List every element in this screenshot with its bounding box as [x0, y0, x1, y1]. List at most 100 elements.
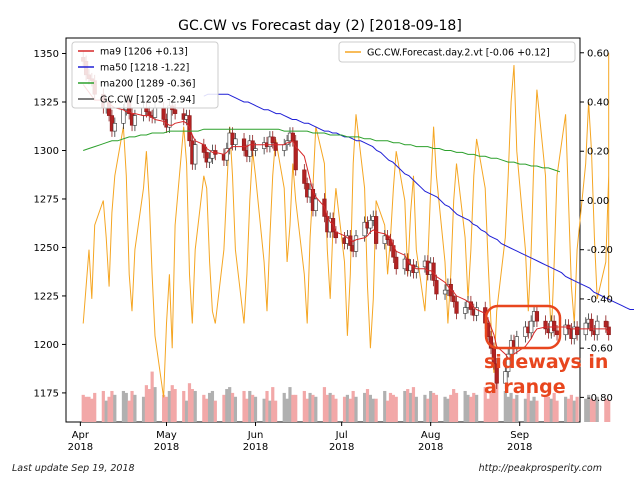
- volume-bar: [334, 398, 338, 422]
- legend-label-ma9: ma9 [1206 +0.13]: [100, 47, 188, 58]
- volume-bar: [411, 387, 416, 422]
- volume-bar: [495, 383, 499, 422]
- annotation-line-2: a range: [484, 376, 566, 398]
- candle-body: [353, 235, 359, 252]
- x-tick-label-year: 2018: [243, 442, 268, 453]
- volume-bar: [572, 400, 576, 422]
- volume-bar: [535, 400, 539, 422]
- volume-bar: [104, 400, 108, 422]
- x-tick-label-year: 2018: [507, 442, 532, 453]
- volume-bar: [589, 398, 594, 422]
- y-right-tick-label: -0.80: [587, 393, 613, 404]
- volume-bar: [93, 392, 97, 422]
- candle-body: [241, 138, 247, 151]
- volume-bar: [592, 400, 596, 422]
- candle-body: [474, 307, 479, 316]
- y-right-tick-label: 0.00: [587, 196, 609, 207]
- volume-bar: [331, 394, 335, 422]
- chart-title: GC.CW vs Forecast day (2) [2018-09-18]: [178, 18, 462, 34]
- volume-bar: [147, 389, 151, 422]
- volume-bar: [434, 394, 439, 422]
- volume-bar: [84, 396, 88, 422]
- candle-body: [506, 353, 511, 372]
- volume-bar: [584, 398, 588, 422]
- volume-bar: [314, 396, 318, 422]
- volume-bar: [325, 394, 329, 422]
- y-right-tick-label: 0.60: [587, 48, 609, 59]
- legend-right: GC.CW.Forecast.day.2.vt [-0.06 +0.12]: [338, 41, 576, 63]
- volume-bar: [532, 396, 536, 422]
- volume-bar: [248, 390, 252, 422]
- ma9-line: [82, 84, 610, 359]
- x-tick-label-month: Sep: [510, 430, 529, 441]
- y-left-tick-label: 1300: [34, 146, 59, 157]
- x-tick-label-year: 2018: [154, 442, 179, 453]
- candle-body: [204, 152, 209, 163]
- volume-bar: [388, 392, 393, 422]
- volume-bar: [213, 400, 217, 422]
- volume-bar: [294, 394, 298, 422]
- candle-body: [270, 136, 275, 144]
- ma50-line: [203, 93, 634, 310]
- volume-bar: [363, 392, 367, 422]
- candle-body: [253, 148, 258, 151]
- volume-bar: [285, 398, 289, 422]
- volume-bar: [374, 398, 378, 422]
- volume-bar: [403, 390, 407, 422]
- y-left-tick-label: 1350: [34, 49, 59, 60]
- volume-bar: [564, 396, 568, 422]
- candle-body: [368, 220, 373, 229]
- candle-body: [434, 280, 439, 295]
- volume-bar: [271, 387, 275, 422]
- candle-body: [589, 318, 594, 332]
- candle-body: [554, 330, 560, 336]
- x-tick-label-year: 2018: [418, 442, 443, 453]
- volume-bar: [354, 396, 358, 422]
- volume-bar: [463, 390, 467, 422]
- volume-bar: [282, 392, 286, 422]
- annotation: sideways in a range: [484, 304, 608, 398]
- legend-left: ma9 [1206 +0.13] ma50 [1218 -1.22] ma200…: [71, 41, 219, 109]
- candle-body: [552, 320, 557, 332]
- candle-body: [394, 256, 399, 270]
- volume-bar: [423, 394, 427, 422]
- volume-bar: [475, 394, 479, 422]
- volume-bar: [365, 389, 370, 422]
- volume-bar: [345, 394, 350, 422]
- volume-bar: [607, 400, 611, 422]
- candle-body: [503, 371, 508, 384]
- candle-body: [282, 144, 287, 151]
- volume-bar: [170, 385, 174, 422]
- volume-bar: [205, 398, 209, 422]
- candle-body: [132, 115, 138, 126]
- volume-bar: [173, 389, 177, 422]
- candle-body: [442, 289, 448, 295]
- candle-body: [603, 320, 608, 328]
- volume-bar-tall: [150, 371, 154, 422]
- volume-bar: [391, 394, 395, 422]
- volume-bar: [230, 392, 235, 422]
- candle-body: [161, 107, 166, 120]
- legend-label-ma50: ma50 [1218 -1.22]: [100, 63, 189, 74]
- volume-bar: [233, 396, 238, 422]
- x-tick-label-month: Aug: [421, 430, 441, 441]
- volume-bar: [368, 394, 372, 422]
- volume-bar: [512, 398, 516, 422]
- footer-left: Last update Sep 19, 2018: [12, 463, 135, 474]
- moving-average-series: [82, 84, 634, 359]
- volume-bar: [604, 398, 608, 422]
- candle-body: [595, 320, 600, 336]
- volume-bar: [543, 394, 548, 422]
- candle-body: [534, 311, 540, 322]
- y-right-tick-label: -0.40: [587, 294, 613, 305]
- volume-bar: [523, 398, 528, 422]
- volume-bar: [242, 390, 246, 422]
- volume-bar: [503, 390, 507, 422]
- volume-bar: [182, 390, 186, 422]
- candle-body: [494, 363, 499, 384]
- volume-bar: [492, 389, 496, 422]
- candle-body: [147, 111, 152, 116]
- volume-bar: [408, 392, 413, 422]
- volume-bar: [486, 398, 490, 422]
